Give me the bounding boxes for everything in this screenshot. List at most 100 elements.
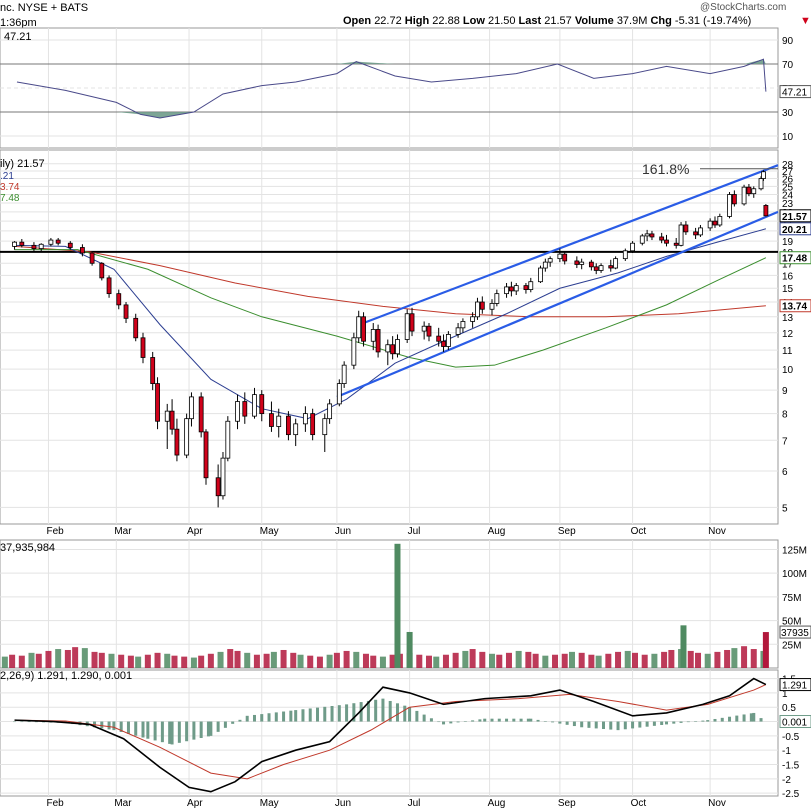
candle-body: [67, 242, 73, 248]
volume-bar: [253, 654, 260, 668]
volume-spike-bar: [762, 632, 769, 668]
volume-bar: [416, 654, 423, 668]
macd-hist-last-box: [779, 715, 811, 729]
macd-histogram-bar: [645, 721, 649, 727]
candle-body: [608, 265, 614, 269]
rsi-line: [16, 58, 767, 119]
volume-bar: [542, 655, 549, 668]
macd-histogram-bar: [594, 721, 598, 729]
candle-body: [269, 413, 274, 427]
candle-body: [310, 413, 316, 436]
price-tick-label: 5: [782, 503, 788, 514]
macd-histogram-bar: [403, 705, 407, 722]
price-tick-label: 24: [782, 191, 794, 202]
channel-upper-line: [363, 164, 779, 325]
x-tick-label-bottom: Aug: [488, 798, 506, 809]
x-tick-label-bottom: May: [260, 798, 279, 809]
macd-histogram-bar: [260, 714, 264, 722]
volume-bar: [171, 655, 178, 668]
volume-bar: [55, 649, 62, 668]
volume-label: Volume: [574, 15, 614, 27]
candle-body: [174, 428, 180, 456]
macd-histogram-bar: [720, 717, 724, 722]
price-tick-label: 16: [782, 271, 794, 282]
volume-bar: [198, 655, 205, 668]
price-tick-label: 6: [782, 467, 788, 478]
volume-bar: [578, 652, 585, 668]
candle-body: [302, 413, 308, 425]
candle-body: [426, 325, 432, 337]
macd-histogram-bar: [638, 721, 642, 728]
candle-body: [664, 239, 669, 244]
price-tick-label: 7: [782, 436, 788, 447]
macd-histogram-bar: [752, 712, 756, 722]
macd-histogram-bar: [395, 703, 399, 722]
candle-body: [513, 285, 519, 292]
volume-bar: [270, 651, 277, 668]
candle-body: [409, 313, 415, 332]
candle-body: [707, 220, 713, 229]
x-tick-label-bottom: Sep: [558, 798, 576, 809]
volume-bar: [154, 652, 161, 668]
macd-histogram-bar: [345, 704, 349, 722]
macd-tick-label: -2.5: [782, 789, 800, 800]
macd-tick-label: -1.5: [782, 761, 800, 772]
rsi-overbought-fill: [16, 59, 766, 64]
price-tick-label: 8: [782, 410, 788, 421]
price-legend-text: ily) 21.57: [0, 158, 45, 170]
ma-short-value-box: [779, 222, 811, 236]
macd-histogram-bar: [107, 721, 111, 730]
rsi-tick-label: 70: [782, 60, 794, 71]
macd-last-box: [779, 678, 811, 692]
macd-histogram-bar: [289, 710, 293, 722]
volume-bar: [370, 655, 377, 668]
candle-body: [470, 316, 476, 322]
candle-body: [385, 344, 391, 353]
macd-histogram-bar: [442, 721, 446, 725]
candle-body: [698, 227, 703, 236]
price-legend-ma-mid: 7.48: [0, 193, 20, 204]
volume-bar: [433, 656, 440, 668]
macd-signal-line: [14, 684, 767, 780]
candle-body: [649, 233, 655, 238]
watermark: @StockCharts.com: [700, 2, 787, 13]
macd-histogram-bar: [631, 721, 635, 729]
candle-body: [38, 243, 44, 249]
macd-histogram-bar: [374, 699, 378, 722]
candle-body: [336, 383, 342, 405]
candle-body: [593, 266, 599, 271]
volume-bar: [98, 652, 105, 668]
candle-body: [404, 313, 410, 340]
last-price-value-box: [779, 209, 811, 223]
candle-body: [215, 477, 221, 497]
macd-histogram-bar: [359, 702, 363, 722]
volume-bar: [561, 653, 568, 668]
volume-bar: [489, 653, 496, 668]
candle-body: [460, 321, 466, 329]
channel-lower-line: [336, 210, 779, 398]
macd-histogram-bar: [134, 721, 138, 736]
price-tick-label: 10: [782, 365, 794, 376]
last-label: Last: [518, 15, 542, 27]
candle-body: [150, 357, 156, 384]
volume-bar: [234, 650, 241, 668]
time-label: 1:36pm: [0, 17, 37, 29]
price-legend-ma-short: .21: [0, 171, 14, 182]
volume-bar: [588, 654, 595, 668]
macd-histogram-bar: [490, 718, 494, 722]
volume-bar: [316, 656, 323, 668]
macd-histogram-bar: [536, 719, 540, 722]
volume-bar: [750, 649, 757, 668]
candle-body: [341, 364, 347, 384]
rsi-tick-label: 90: [782, 36, 794, 47]
ma-long-value-label: 13.74: [782, 302, 807, 313]
volume-bar: [64, 649, 71, 668]
price-tick-label: 13: [782, 313, 794, 324]
low-label: Low: [462, 15, 485, 27]
macd-histogram-bar: [170, 721, 174, 745]
x-tick-label-bottom: Nov: [708, 798, 726, 809]
macd-histogram-bar: [471, 720, 475, 722]
macd-histogram-bar: [381, 698, 385, 722]
volume-bar: [72, 647, 79, 668]
volume-bar: [333, 652, 340, 668]
